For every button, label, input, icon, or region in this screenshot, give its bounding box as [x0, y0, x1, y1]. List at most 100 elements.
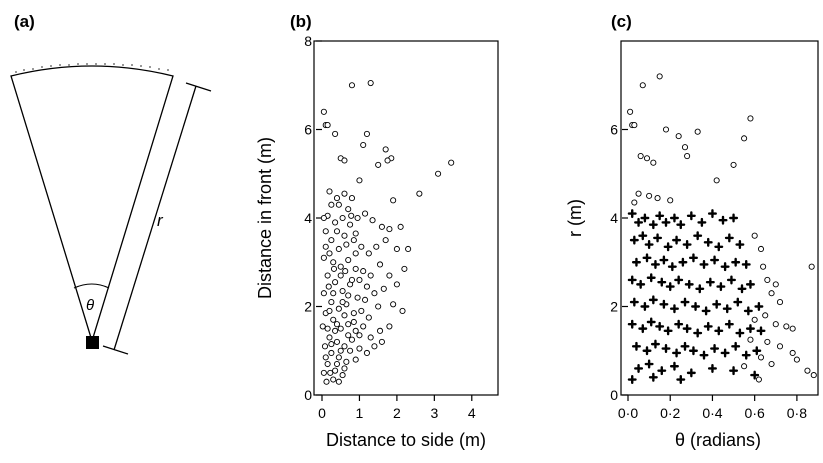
data-point: [350, 310, 357, 317]
data-point: [343, 241, 350, 248]
y-tick-label: 0: [610, 387, 618, 403]
data-point: [710, 344, 720, 354]
data-point: [720, 262, 730, 272]
data-point: [367, 334, 374, 341]
data-point: [631, 122, 638, 129]
data-point: [705, 277, 715, 287]
panel-c-letter: (c): [611, 12, 632, 31]
data-point: [348, 276, 356, 284]
data-point: [741, 135, 748, 142]
data-point: [332, 367, 339, 374]
x-tick-label: 1: [356, 405, 364, 421]
data-point: [756, 326, 766, 336]
sector-outline: [10, 65, 174, 344]
data-point: [743, 306, 753, 316]
data-point: [751, 316, 758, 323]
data-point: [680, 297, 690, 307]
data-point: [684, 152, 691, 160]
data-point: [330, 376, 337, 383]
data-point: [642, 253, 652, 263]
data-point: [330, 316, 337, 323]
data-point: [382, 146, 389, 153]
data-point: [722, 304, 732, 314]
x-tick-label: 0·0: [618, 405, 638, 421]
data-point: [341, 343, 348, 350]
data-point: [640, 213, 650, 223]
data-point: [731, 257, 741, 267]
data-point: [339, 214, 346, 222]
data-point: [745, 324, 755, 334]
data-point: [333, 195, 341, 202]
data-point: [669, 304, 679, 314]
data-point: [335, 354, 342, 361]
data-point: [345, 206, 352, 213]
data-point: [655, 321, 665, 331]
y-tick-label: 8: [304, 33, 312, 49]
chart-b-ylabel: Distance in front (m): [255, 137, 275, 299]
x-tick-label: 0·8: [787, 405, 807, 421]
chart-b-frame: [313, 40, 499, 396]
data-point: [804, 367, 811, 374]
data-point: [675, 133, 682, 140]
data-point: [378, 223, 385, 230]
data-point: [347, 347, 354, 354]
data-point: [335, 305, 342, 312]
chart-c-frame: [620, 40, 819, 396]
data-point: [724, 319, 734, 329]
data-point: [369, 217, 376, 224]
data-point: [348, 82, 356, 89]
chart-b-xlabel: Distance to side (m): [326, 430, 486, 450]
data-point: [650, 159, 657, 166]
data-point: [747, 336, 754, 343]
data-point: [707, 209, 717, 219]
data-point: [636, 279, 646, 289]
data-point: [354, 294, 361, 301]
data-point: [328, 201, 335, 208]
data-point: [322, 228, 329, 235]
data-point: [393, 281, 400, 288]
data-point: [337, 325, 344, 332]
data-point: [356, 177, 363, 184]
data-point: [724, 233, 734, 243]
data-point: [713, 177, 720, 184]
data-point: [760, 263, 767, 270]
data-point: [657, 277, 667, 287]
data-point: [322, 243, 329, 250]
data-point: [646, 273, 656, 283]
data-point: [638, 231, 648, 241]
data-point: [703, 237, 713, 247]
data-point: [741, 259, 751, 269]
data-point: [328, 341, 335, 348]
data-point: [371, 343, 378, 350]
data-point: [337, 263, 344, 270]
data-point: [772, 281, 779, 288]
data-point: [339, 372, 346, 379]
chart-b: 0 2 4 6 8 0 1 2 3 4 Distance to side (m) Distance…: [255, 33, 499, 450]
r-dimension-line: [113, 85, 197, 351]
data-point: [393, 245, 400, 253]
data-point: [755, 376, 762, 383]
data-point: [341, 365, 348, 372]
data-point: [764, 276, 771, 284]
data-point: [697, 217, 707, 227]
data-point: [365, 314, 372, 321]
data-point: [772, 321, 779, 328]
data-point: [627, 209, 637, 219]
data-point: [322, 354, 329, 361]
data-point: [686, 211, 696, 221]
data-point: [375, 161, 382, 168]
data-point: [330, 259, 337, 266]
data-point: [337, 272, 344, 279]
y-tick-label: 6: [304, 122, 312, 138]
data-point: [378, 338, 385, 345]
data-point: [707, 363, 717, 373]
data-point: [810, 372, 817, 379]
data-point: [669, 213, 679, 223]
data-point: [646, 317, 656, 327]
data-point: [326, 250, 333, 257]
data-point: [663, 242, 673, 252]
observer-marker: [86, 336, 99, 349]
panel-b-letter: (b): [290, 12, 312, 31]
data-point: [694, 128, 701, 135]
data-point: [348, 336, 356, 343]
